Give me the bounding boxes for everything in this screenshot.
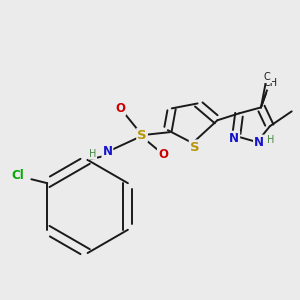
Text: H: H <box>89 149 96 159</box>
Text: CH: CH <box>264 78 278 88</box>
Text: H: H <box>267 135 274 145</box>
Text: C: C <box>263 72 270 82</box>
Text: Cl: Cl <box>11 169 24 182</box>
Text: O: O <box>158 148 168 161</box>
Text: S: S <box>137 129 147 142</box>
Text: N: N <box>229 132 239 145</box>
Text: N: N <box>254 136 264 148</box>
Text: O: O <box>115 102 125 115</box>
Text: S: S <box>190 140 200 154</box>
Text: N: N <box>102 146 112 158</box>
